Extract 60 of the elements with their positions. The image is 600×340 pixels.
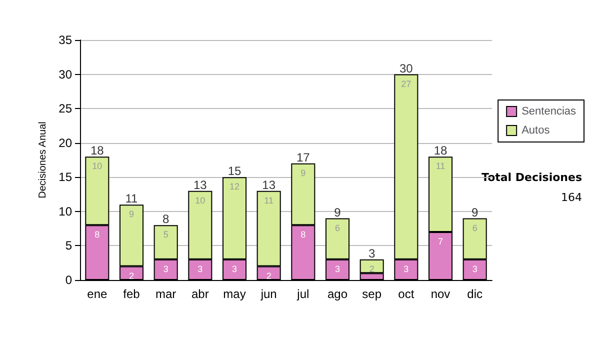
y-tick-label: 20: [58, 136, 72, 150]
data-label: 2: [369, 264, 374, 274]
data-label: 3: [163, 264, 168, 274]
x-tick-label: mar: [155, 287, 176, 301]
total-label: 17: [296, 150, 310, 164]
data-label: 11: [264, 195, 274, 206]
annotation: Total Decisiones: [482, 171, 582, 184]
total-label: 3: [368, 246, 376, 260]
total-label: 13: [262, 178, 276, 192]
y-tick-label: 0: [65, 273, 72, 287]
x-tick-label: ago: [327, 287, 348, 301]
total-label: 11: [125, 192, 138, 206]
y-tick-label: 35: [58, 33, 72, 47]
x-tick-label: abr: [191, 287, 209, 301]
data-label: 3: [472, 264, 478, 274]
x-tick-label: dic: [467, 287, 483, 301]
total-label: 9: [334, 205, 342, 220]
data-label: 6: [472, 222, 478, 233]
y-tick-label: 25: [58, 102, 72, 116]
y-tick-label: 5: [65, 238, 72, 253]
x-tick-label: jul: [296, 287, 310, 301]
legend-label: Sentencias: [522, 106, 576, 118]
total-label: 8: [162, 212, 170, 226]
y-axis-title: Decisiones Anual: [37, 122, 48, 198]
data-label: 2: [266, 270, 272, 281]
total-label: 30: [399, 61, 414, 76]
data-label: 8: [94, 230, 100, 240]
y-tick-label: 30: [58, 67, 72, 82]
x-tick-label: nov: [430, 287, 450, 301]
data-label: 12: [229, 182, 240, 192]
data-label: 10: [92, 161, 102, 172]
data-label: 9: [300, 168, 306, 178]
total-label: 9: [471, 205, 478, 220]
data-label: 6: [334, 222, 340, 233]
data-label: 2: [128, 270, 134, 281]
x-tick-label: ene: [87, 287, 108, 301]
y-tick-label: 10: [58, 204, 72, 218]
total-label: 18: [434, 144, 448, 158]
total-label: 18: [90, 144, 104, 158]
data-label: 5: [163, 230, 168, 240]
x-tick-label: sep: [362, 287, 382, 301]
total-label: 13: [193, 178, 208, 192]
data-label: 7: [438, 236, 444, 246]
x-tick-label: jun: [260, 287, 277, 301]
text: 164: [561, 191, 582, 204]
y-tick-label: 15: [58, 170, 72, 184]
data-label: 3: [334, 264, 340, 274]
data-label: 8: [300, 230, 306, 240]
x-tick-label: feb: [123, 287, 140, 301]
data-label: 3: [198, 264, 203, 274]
data-label: 9: [128, 209, 134, 220]
legend-label: Autos: [522, 124, 550, 136]
data-label: 27: [401, 78, 412, 89]
total-label: 15: [228, 164, 242, 178]
data-label: 11: [436, 161, 446, 172]
data-label: 10: [195, 195, 206, 206]
x-tick-label: may: [223, 287, 246, 301]
data-label: 3: [404, 264, 409, 274]
x-tick-label: oct: [398, 287, 415, 301]
data-label: 3: [232, 264, 238, 274]
